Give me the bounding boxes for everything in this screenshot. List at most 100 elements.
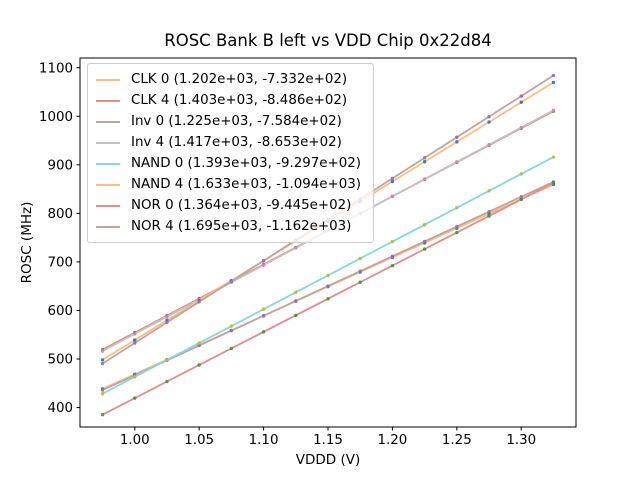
- data-point-nor-0: [229, 346, 234, 351]
- data-point-nand-4: [422, 159, 427, 164]
- data-point-inv-0: [294, 299, 298, 303]
- data-point-nand-0: [229, 324, 234, 328]
- data-point-nor-4: [261, 259, 266, 263]
- data-point-inv-4: [133, 332, 137, 336]
- x-axis-label: VDDD (V): [296, 452, 360, 468]
- data-point-inv-0: [358, 269, 362, 273]
- legend-label: NAND 0 (1.393e+03, -9.297e+02): [131, 156, 361, 171]
- y-tick-label: 1000: [39, 110, 73, 125]
- data-point-inv-0: [261, 314, 266, 318]
- data-point-nor-0: [197, 363, 201, 367]
- data-point-inv-0: [326, 284, 330, 288]
- data-point-inv-4: [261, 263, 266, 267]
- legend-swatch-line: [96, 162, 120, 165]
- data-point-nor-0: [294, 313, 298, 318]
- data-point-inv-0: [197, 343, 201, 348]
- data-point-inv-0: [229, 328, 234, 333]
- x-tick-label: 1.05: [184, 433, 214, 448]
- data-point-nor-0: [519, 197, 523, 202]
- legend-item-clk-0: CLK 0 (1.202e+03, -7.332e+02): [96, 69, 366, 90]
- data-point-inv-0: [422, 239, 427, 244]
- legend-item-clk-4: CLK 4 (1.403e+03, -8.486e+02): [96, 90, 366, 111]
- data-point-nor-0: [390, 263, 395, 268]
- data-point-nor-0: [422, 247, 427, 251]
- legend-label: NAND 4 (1.633e+03, -1.094e+03): [131, 177, 361, 192]
- data-point-nand-4: [100, 358, 105, 362]
- legend-label: NOR 4 (1.695e+03, -1.162e+03): [131, 219, 352, 234]
- data-point-nand-0: [487, 189, 491, 193]
- data-point-nand-0: [551, 155, 556, 159]
- data-point-nand-0: [390, 239, 395, 244]
- data-point-nor-4: [197, 300, 201, 304]
- legend-item-nand-4: NAND 4 (1.633e+03, -1.094e+03): [96, 174, 366, 195]
- data-point-nand-0: [100, 392, 105, 396]
- data-point-nor-4: [165, 320, 169, 325]
- legend-label: Inv 0 (1.225e+03, -7.584e+02): [131, 114, 342, 129]
- legend-label: CLK 4 (1.403e+03, -8.486e+02): [131, 93, 348, 108]
- data-point-inv-4: [487, 143, 491, 147]
- y-tick-label: 400: [47, 401, 73, 416]
- legend-swatch-line: [96, 99, 120, 102]
- x-tick-label: 1.20: [378, 433, 408, 448]
- x-tick-label: 1.30: [506, 433, 536, 448]
- legend-swatch-line: [96, 78, 120, 81]
- data-point-nor-0: [551, 181, 556, 185]
- data-point-nand-0: [455, 206, 459, 210]
- legend-item-nor-0: NOR 0 (1.364e+03, -9.445e+02): [96, 195, 366, 216]
- data-point-nand-4: [487, 120, 491, 124]
- data-point-nor-0: [487, 214, 491, 218]
- chart-title: ROSC Bank B left vs VDD Chip 0x22d84: [164, 31, 491, 50]
- data-point-nor-4: [100, 361, 105, 366]
- y-tick-label: 600: [47, 304, 73, 319]
- data-point-inv-0: [390, 254, 395, 258]
- data-point-inv-4: [100, 349, 105, 353]
- axes-layer: 1.00 1.05 1.10 1.15 1.20 1.25 1.30 400 500 600 700…: [39, 57, 577, 448]
- y-tick-label: 900: [47, 158, 73, 173]
- data-point-nand-0: [133, 375, 137, 379]
- data-point-inv-4: [390, 194, 395, 199]
- legend-swatch-line: [96, 225, 120, 228]
- data-point-inv-0: [455, 224, 459, 229]
- data-point-nand-0: [197, 341, 201, 345]
- legend: CLK 0 (1.202e+03, -7.332e+02) CLK 4 (1.40…: [87, 63, 374, 243]
- data-point-nor-4: [422, 156, 427, 160]
- data-point-inv-0: [519, 195, 523, 199]
- data-point-nor-4: [133, 341, 137, 345]
- y-axis-label: ROSC (MHz): [19, 202, 35, 284]
- data-point-nand-0: [261, 307, 266, 311]
- data-point-nor-0: [261, 330, 266, 334]
- data-point-nor-4: [455, 135, 459, 139]
- x-tick-label: 1.00: [120, 433, 150, 448]
- data-point-nand-4: [390, 179, 395, 184]
- legend-item-nand-0: NAND 0 (1.393e+03, -9.297e+02): [96, 153, 366, 174]
- x-tick-label: 1.10: [249, 433, 279, 448]
- data-point-nand-4: [551, 80, 556, 85]
- data-point-nor-0: [165, 379, 169, 384]
- legend-item-nor-4: NOR 4 (1.695e+03, -1.162e+03): [96, 216, 366, 237]
- data-point-nand-4: [519, 100, 523, 104]
- legend-swatch-line: [96, 120, 120, 123]
- data-point-nor-0: [455, 230, 459, 235]
- legend-label: CLK 0 (1.202e+03, -7.332e+02): [131, 72, 348, 87]
- legend-swatch-line: [96, 141, 120, 144]
- legend-swatch-line: [96, 204, 120, 207]
- data-point-nand-0: [422, 222, 427, 227]
- data-point-nand-0: [519, 172, 523, 176]
- legend-label: Inv 4 (1.417e+03, -8.653e+02): [131, 135, 342, 150]
- data-point-inv-0: [487, 209, 491, 214]
- data-point-nor-4: [551, 73, 556, 78]
- legend-label: NOR 0 (1.364e+03, -9.445e+02): [131, 198, 352, 213]
- data-point-nor-0: [358, 280, 362, 284]
- data-point-inv-4: [422, 177, 427, 181]
- data-point-nor-0: [100, 412, 105, 417]
- data-point-nor-4: [229, 279, 234, 283]
- data-point-nand-4: [133, 338, 137, 342]
- data-point-nand-0: [326, 273, 330, 278]
- data-point-inv-4: [519, 125, 523, 130]
- data-point-inv-4: [165, 315, 169, 319]
- legend-item-inv-4: Inv 4 (1.417e+03, -8.653e+02): [96, 132, 366, 153]
- legend-item-inv-0: Inv 0 (1.225e+03, -7.584e+02): [96, 111, 366, 132]
- data-point-nor-0: [133, 396, 137, 400]
- data-point-nor-0: [326, 297, 330, 301]
- x-tick-label: 1.25: [442, 433, 472, 448]
